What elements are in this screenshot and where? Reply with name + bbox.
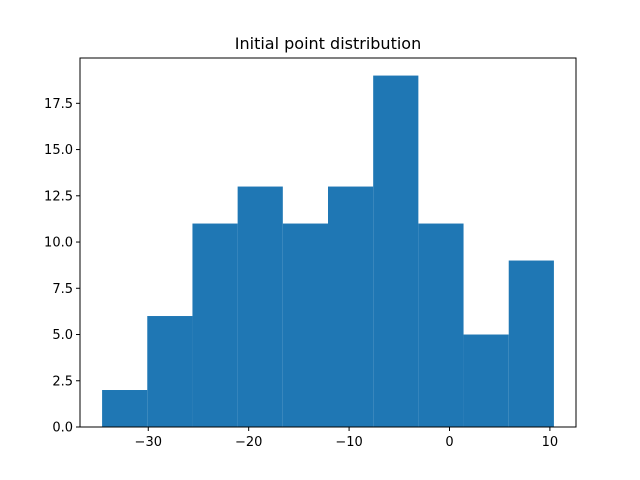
plot-frame xyxy=(79,57,577,428)
histogram-bar xyxy=(102,390,148,427)
histogram-bar xyxy=(147,316,193,427)
histogram-bar xyxy=(373,75,419,428)
histogram-bar xyxy=(192,223,238,427)
x-tick-label: −10 xyxy=(335,435,362,450)
y-axis-ticks: 0.0 2.5 5.0 7.5 10.0 12.5 15.0 17.5 xyxy=(44,97,80,436)
chart-title: Initial point distribution xyxy=(235,34,421,53)
y-tick-label: 12.5 xyxy=(44,189,73,204)
histogram-bar xyxy=(282,223,328,427)
x-axis-ticks: −30 −20 −10 0 10 xyxy=(135,427,559,450)
histogram-bar xyxy=(463,334,509,427)
y-tick-label: 5.0 xyxy=(52,328,73,343)
y-tick-label: 0.0 xyxy=(52,421,73,436)
histogram-bar xyxy=(418,223,464,427)
y-tick-label: 2.5 xyxy=(52,374,73,389)
histogram-bar xyxy=(508,260,554,427)
y-tick-label: 17.5 xyxy=(44,97,73,112)
x-tick-label: −30 xyxy=(135,435,162,450)
y-tick-label: 15.0 xyxy=(44,143,73,158)
bars-group xyxy=(102,75,554,428)
x-tick-label: −20 xyxy=(235,435,262,450)
x-tick-label: 0 xyxy=(445,435,453,450)
x-tick-label: 10 xyxy=(542,435,559,450)
histogram-bar xyxy=(328,186,374,427)
y-tick-label: 7.5 xyxy=(52,282,73,297)
y-tick-label: 10.0 xyxy=(44,236,73,251)
histogram-bar xyxy=(237,186,283,427)
